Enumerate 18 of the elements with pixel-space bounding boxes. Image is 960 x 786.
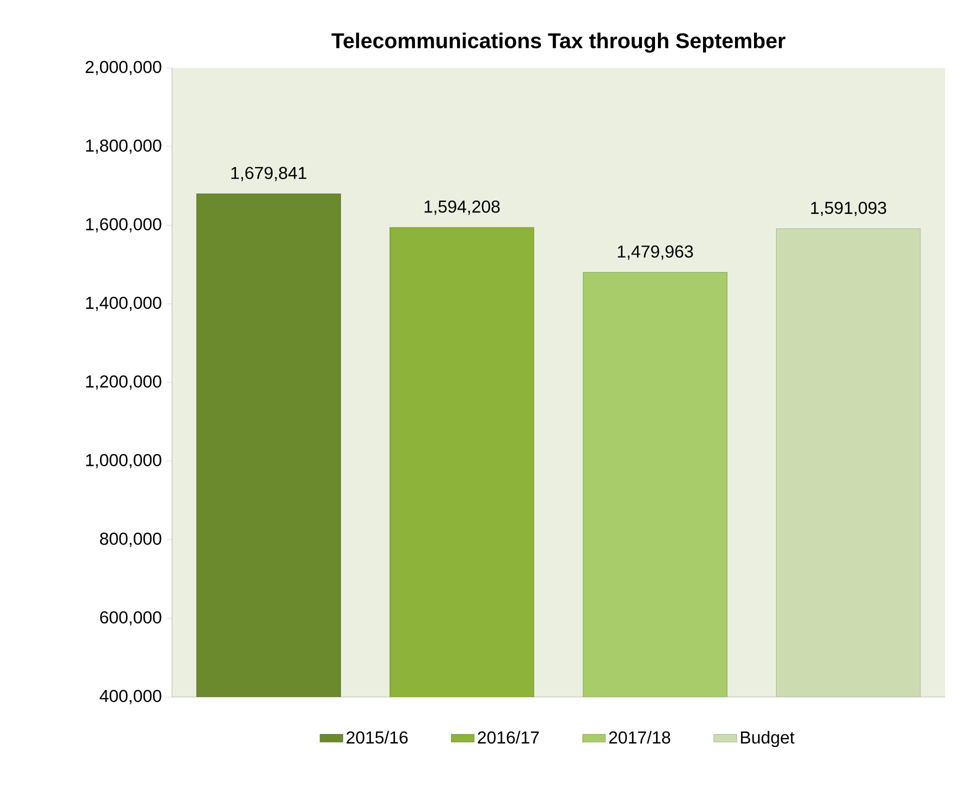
legend-label: 2017/18: [609, 730, 670, 744]
y-tick-label: 800,000: [100, 532, 162, 547]
y-tick-label: 1,200,000: [86, 375, 162, 390]
data-label: 1,679,841: [231, 166, 306, 182]
y-tick-label: 400,000: [100, 690, 162, 704]
data-label: 1,591,093: [811, 202, 886, 216]
data-label: 1,479,963: [618, 245, 693, 260]
y-tick-label: 1,400,000: [86, 296, 162, 312]
legend-label: Budget: [741, 730, 794, 748]
legend-label: 2016/17: [478, 730, 539, 744]
y-tick-label: 2,000,000: [86, 60, 162, 76]
y-tick-label: 1,600,000: [86, 218, 162, 232]
legend-label: 2015/16: [346, 730, 408, 744]
chart-title: Telecommunications Tax through September: [332, 32, 786, 53]
data-label: 1,594,208: [424, 200, 500, 215]
y-tick-label: 1,800,000: [86, 139, 162, 154]
y-tick-label: 1,000,000: [86, 454, 162, 468]
y-tick-label: 600,000: [100, 611, 162, 626]
